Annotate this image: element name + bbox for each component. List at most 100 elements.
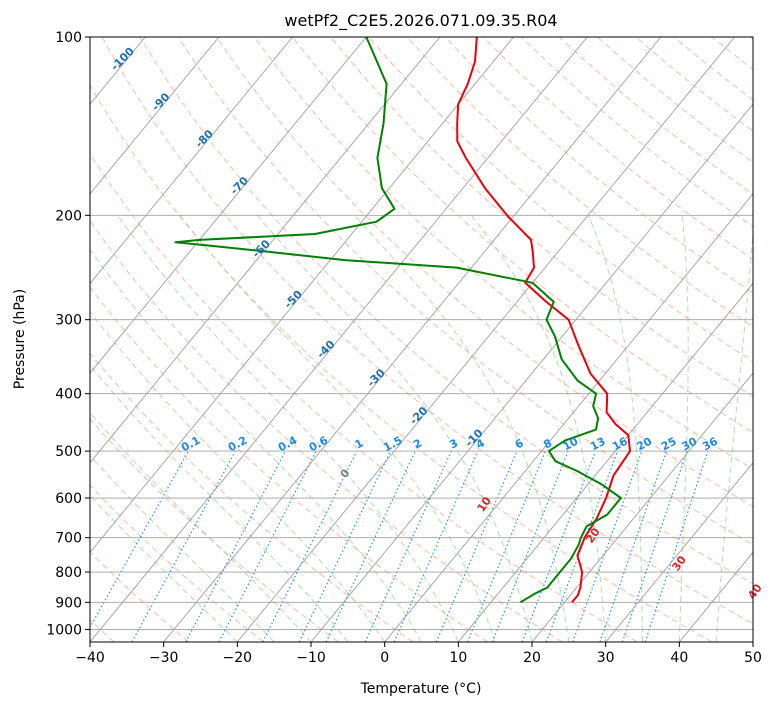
dry-adiabat-line <box>90 220 563 642</box>
x-axis-title: Temperature (°C) <box>360 681 482 697</box>
mixing-ratio-line <box>185 450 286 642</box>
dry-adiabat-line <box>90 551 190 642</box>
dry-adiabats <box>90 37 753 642</box>
isotherm-line <box>457 282 753 642</box>
mixing-ratio-line <box>298 450 391 642</box>
mixing-ratio-line <box>644 450 709 642</box>
dry-adiabat-line <box>90 484 264 642</box>
dry-adiabat-line <box>253 37 753 470</box>
x-axis: −40 −30 −20 −10 0 10 20 30 40 50 <box>75 642 762 666</box>
dry-adiabat-line <box>90 352 414 642</box>
y-tick-label: 700 <box>55 531 82 547</box>
mixing-ratio-label: 4 <box>474 436 487 451</box>
mixing-ratio-line <box>572 450 643 642</box>
dry-adiabat-line <box>177 37 753 546</box>
moist-adiabat-line <box>678 215 689 642</box>
moist-adiabat-label: 0 <box>338 466 353 480</box>
mixing-ratio-label: 20 <box>634 435 654 454</box>
moist-adiabat-label: 10 <box>475 494 495 514</box>
mixing-ratio-line <box>621 450 688 642</box>
mixing-ratio-line <box>393 450 479 642</box>
temperature-line <box>456 37 631 603</box>
y-tick-label: 600 <box>55 491 82 507</box>
moist-adiabat-label: 30 <box>669 553 689 573</box>
isotherm-line <box>531 372 753 642</box>
plot-frame <box>89 36 754 643</box>
moist-adiabat-line <box>715 227 753 642</box>
moist-adiabat-label: 40 <box>745 581 765 601</box>
moist-adiabat-line <box>179 214 496 642</box>
mixing-ratio-line <box>262 450 358 642</box>
x-tick-label: −40 <box>75 650 105 666</box>
dry-adiabat-label: -30 <box>365 366 388 389</box>
isotherm-line <box>90 37 514 554</box>
moist-adiabat-line <box>90 494 238 642</box>
mixing-ratio-line <box>131 450 236 642</box>
y-tick-label: 300 <box>55 313 82 329</box>
mixing-ratio-label: 30 <box>680 435 700 454</box>
isotherm-line <box>90 37 441 464</box>
y-axis: 100 200 300 400 500 600 700 800 900 1000 <box>46 30 90 638</box>
y-tick-label: 500 <box>55 444 82 460</box>
dry-adiabat-label: -90 <box>149 90 172 113</box>
moist-adiabat-line <box>90 310 386 642</box>
dry-adiabat-line <box>635 37 753 132</box>
dry-adiabat-line <box>90 418 339 642</box>
moist-adiabat-line <box>471 214 607 642</box>
dry-adiabat-line <box>90 84 712 642</box>
mixing-ratio-label: 25 <box>659 435 679 454</box>
dry-adiabat-label: -70 <box>228 174 251 197</box>
x-tick-label: 0 <box>380 650 389 666</box>
x-tick-label: 50 <box>744 650 762 666</box>
mixing-ratio-label: 36 <box>700 435 720 454</box>
y-tick-label: 800 <box>55 565 82 581</box>
moist-adiabat-line <box>587 215 643 642</box>
dry-adiabat-line <box>292 37 753 434</box>
isotherm-line <box>384 193 753 642</box>
mixing-ratio-line <box>218 450 317 642</box>
mixing-ratio-line <box>599 450 668 642</box>
mixing-ratio-label: 10 <box>561 435 581 454</box>
dry-adiabat-line <box>673 37 753 101</box>
mixing-ratio-label: 13 <box>588 435 608 454</box>
dewpoint-line <box>174 37 622 604</box>
moist-adiabat-line <box>90 364 349 642</box>
y-tick-label: 1000 <box>46 622 82 638</box>
dry-adiabat-label: -60 <box>250 237 273 260</box>
isotherm-line <box>0 37 72 642</box>
mixing-ratio-line <box>325 450 416 642</box>
dry-adiabat-line <box>90 153 638 642</box>
isotherm-line <box>90 37 220 195</box>
dry-adiabat-line <box>559 37 753 195</box>
mixing-ratio-label: 2 <box>411 436 424 451</box>
isotherm-line <box>310 103 753 642</box>
moist-adiabats <box>90 214 753 642</box>
isotherm-line <box>605 462 753 642</box>
x-tick-label: −20 <box>223 650 253 666</box>
mixing-ratio-line <box>364 450 452 642</box>
dry-adiabat-label: -50 <box>282 288 305 311</box>
dry-adiabat-line <box>444 37 753 294</box>
isotherm-line <box>236 37 735 642</box>
y-tick-label: 900 <box>55 595 82 611</box>
dry-adiabat-label: -80 <box>193 127 216 150</box>
x-tick-label: −30 <box>149 650 179 666</box>
chart-title: wetPf2_C2E5.2026.071.09.35.R04 <box>284 11 557 31</box>
dry-adiabat-label: -20 <box>407 404 430 427</box>
isotherm-line <box>90 37 588 642</box>
y-tick-label: 200 <box>55 208 82 224</box>
y-axis-title: Pressure (hPa) <box>12 289 28 389</box>
isopleth-labels: -100-90-80-70-60-50-40-30-20-100.1 0.2 0.4… <box>108 44 765 601</box>
dry-adiabat-line <box>368 37 753 362</box>
dry-adiabat-label: -100 <box>108 44 137 73</box>
moist-adiabat-line <box>90 248 422 642</box>
sounding-profiles <box>174 37 631 604</box>
isotherm-line <box>90 37 293 285</box>
mixing-ratio-lines <box>90 450 709 642</box>
dry-adiabat-line <box>90 286 488 642</box>
moist-adiabat-line <box>256 214 533 642</box>
isotherm-grid <box>0 37 753 642</box>
mixing-ratio-label: 1 <box>353 436 366 451</box>
mixing-ratio-label: 16 <box>610 435 630 454</box>
